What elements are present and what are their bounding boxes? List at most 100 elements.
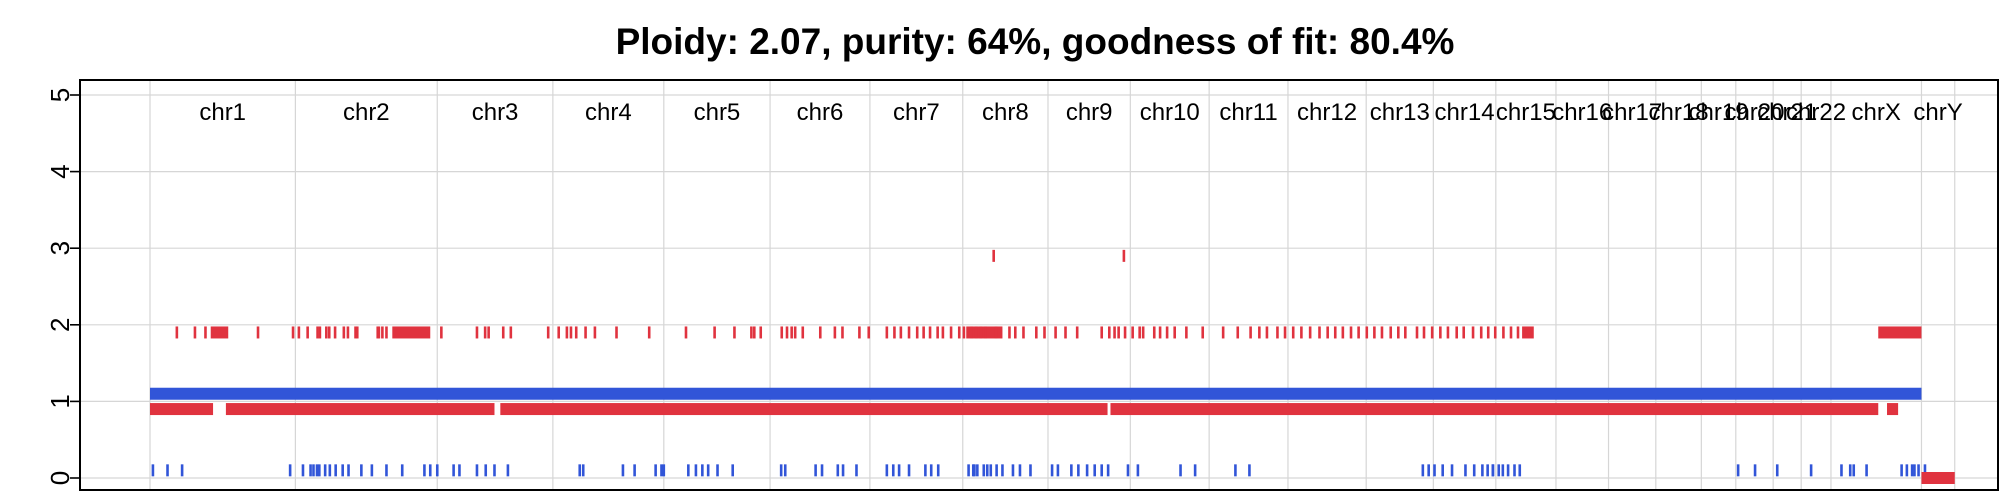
chromosome-label-chr6: chr6 <box>797 99 844 126</box>
series-1-marker-3 <box>257 326 260 338</box>
series-1-marker-12 <box>343 326 346 338</box>
series-0-marker-65 <box>1029 464 1032 476</box>
series-1-marker-115 <box>1439 326 1442 338</box>
series-1-marker-107 <box>1373 326 1376 338</box>
chromosome-label-chr1: chr1 <box>199 99 246 126</box>
series-1-marker-119 <box>1472 326 1475 338</box>
series-0-marker-92 <box>1502 464 1505 476</box>
series-1-marker-37 <box>733 326 736 338</box>
series-1-marker-122 <box>1494 326 1497 338</box>
chromosome-label-chr14: chr14 <box>1435 99 1495 126</box>
series-0-marker-86 <box>1473 464 1476 476</box>
series-1-marker-114 <box>1431 326 1434 338</box>
series-1-marker-18 <box>381 326 384 338</box>
series-1-segment-1 <box>226 403 495 415</box>
series-0-marker-94 <box>1513 464 1516 476</box>
series-0-marker-1 <box>166 464 169 476</box>
series-0-marker-83 <box>1441 464 1444 476</box>
series-1-segment-9 <box>1522 326 1534 338</box>
series-1-marker-94 <box>1266 326 1269 338</box>
series-1-marker-25 <box>510 326 513 338</box>
chromosome-label-chr15: chr15 <box>1496 99 1556 126</box>
series-1-marker-39 <box>753 326 756 338</box>
series-0-marker-58 <box>982 464 985 476</box>
series-1-marker-6 <box>306 326 309 338</box>
series-0-marker-69 <box>1077 464 1080 476</box>
series-1-marker-75 <box>1076 326 1079 338</box>
series-1-marker-69 <box>1014 326 1017 338</box>
series-0-marker-72 <box>1100 464 1103 476</box>
series-1-marker-97 <box>1292 326 1295 338</box>
series-0-marker-7 <box>316 464 319 476</box>
series-1-marker-45 <box>801 326 804 338</box>
y-tick-label-2: 2 <box>45 318 75 332</box>
series-1-marker-85 <box>1159 326 1162 338</box>
series-1-marker-78 <box>1113 326 1116 338</box>
series-0-marker-77 <box>1194 464 1197 476</box>
y-tick-label-4: 4 <box>45 164 75 178</box>
series-1-marker-53 <box>900 326 903 338</box>
series-0-marker-43 <box>821 464 824 476</box>
series-0-marker-84 <box>1451 464 1454 476</box>
series-0-marker-100 <box>1840 464 1843 476</box>
series-0-marker-39 <box>731 464 734 476</box>
series-1-marker-48 <box>841 326 844 338</box>
series-1-marker-112 <box>1416 326 1419 338</box>
series-1-marker-77 <box>1108 326 1111 338</box>
series-1-marker-96 <box>1284 326 1287 338</box>
series-0-marker-28 <box>582 464 585 476</box>
series-1-marker-88 <box>1185 326 1188 338</box>
series-0-marker-35 <box>695 464 698 476</box>
series-0-marker-31 <box>654 464 657 476</box>
series-0-marker-10 <box>329 464 332 476</box>
series-0-marker-50 <box>908 464 911 476</box>
series-1-marker-7 <box>316 326 319 338</box>
chromosome-label-chrY: chrY <box>1913 99 1962 126</box>
series-1-marker-125 <box>1517 326 1520 338</box>
series-0-marker-22 <box>458 464 461 476</box>
series-1-marker-66 <box>984 326 987 338</box>
series-1-marker-103 <box>1342 326 1345 338</box>
series-0-marker-5 <box>309 464 312 476</box>
series-1-segment-6 <box>211 326 229 338</box>
series-0-marker-40 <box>780 464 783 476</box>
chromosome-label-chr22: chr22 <box>1786 99 1846 126</box>
series-1-segment-3 <box>1110 403 1878 415</box>
series-1-marker-91 <box>1236 326 1239 338</box>
chromosome-label-chr11: chr11 <box>1219 99 1277 126</box>
series-1-marker-110 <box>1397 326 1400 338</box>
series-0-marker-29 <box>622 464 625 476</box>
series-1-segment-2 <box>500 403 1107 415</box>
series-1-marker-33 <box>615 326 618 338</box>
series-1-marker-20 <box>440 326 443 338</box>
series-3-segment-0 <box>1921 472 1954 484</box>
series-1-marker-89 <box>1201 326 1204 338</box>
series-0-marker-45 <box>842 464 845 476</box>
y-tick-label-5: 5 <box>45 88 75 102</box>
series-1-marker-52 <box>893 326 896 338</box>
series-1-marker-90 <box>1222 326 1225 338</box>
series-1-marker-26 <box>547 326 550 338</box>
series-1-marker-10 <box>328 326 331 338</box>
series-0-marker-61 <box>995 464 998 476</box>
series-0-marker-26 <box>507 464 510 476</box>
series-1-marker-84 <box>1153 326 1156 338</box>
series-1-segment-5 <box>1878 326 1921 338</box>
series-0-marker-62 <box>1001 464 1004 476</box>
series-0-marker-106 <box>1911 464 1914 476</box>
series-1-segment-7 <box>392 326 430 338</box>
y-tick-label-3: 3 <box>45 241 75 255</box>
series-1-marker-111 <box>1404 326 1407 338</box>
series-0-marker-79 <box>1248 464 1251 476</box>
series-1-marker-74 <box>1064 326 1067 338</box>
series-0-marker-98 <box>1776 464 1779 476</box>
series-1-marker-51 <box>886 326 889 338</box>
series-1-marker-13 <box>347 326 350 338</box>
series-1-marker-117 <box>1455 326 1458 338</box>
series-1-marker-64 <box>975 326 978 338</box>
series-1-marker-58 <box>936 326 939 338</box>
series-1-marker-108 <box>1381 326 1384 338</box>
series-1-marker-95 <box>1276 326 1279 338</box>
series-1-marker-123 <box>1502 326 1505 338</box>
chromosome-label-chr5: chr5 <box>694 99 741 126</box>
